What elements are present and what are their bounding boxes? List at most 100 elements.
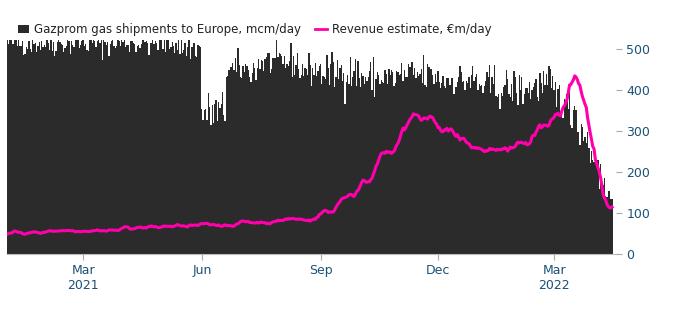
Bar bbox=[540, 82, 542, 254]
Bar bbox=[279, 53, 280, 254]
Bar bbox=[409, 67, 410, 254]
Bar bbox=[34, 44, 35, 254]
Bar bbox=[181, 38, 182, 254]
Bar bbox=[231, 68, 232, 254]
Bar bbox=[205, 109, 206, 254]
Bar bbox=[522, 104, 524, 254]
Bar bbox=[124, 37, 125, 254]
Bar bbox=[357, 61, 358, 254]
Bar bbox=[129, 52, 130, 254]
Bar bbox=[155, 41, 156, 254]
Bar bbox=[43, 47, 44, 254]
Bar bbox=[557, 89, 559, 254]
Bar bbox=[84, 46, 85, 254]
Bar bbox=[45, 47, 46, 254]
Bar bbox=[321, 84, 323, 254]
Bar bbox=[31, 52, 32, 254]
Bar bbox=[88, 51, 89, 254]
Bar bbox=[222, 92, 223, 254]
Bar bbox=[74, 47, 75, 254]
Bar bbox=[559, 85, 560, 254]
Bar bbox=[184, 43, 186, 254]
Bar bbox=[233, 70, 235, 254]
Bar bbox=[473, 82, 475, 254]
Bar bbox=[563, 118, 564, 254]
Bar bbox=[568, 109, 569, 254]
Bar bbox=[346, 82, 347, 254]
Bar bbox=[401, 63, 402, 254]
Bar bbox=[297, 53, 298, 254]
Bar bbox=[204, 110, 205, 254]
Bar bbox=[374, 96, 375, 254]
Bar bbox=[351, 86, 352, 254]
Bar bbox=[38, 42, 40, 254]
Bar bbox=[598, 189, 600, 254]
Bar bbox=[461, 72, 462, 254]
Bar bbox=[101, 33, 102, 254]
Bar bbox=[71, 41, 72, 254]
Bar bbox=[113, 46, 115, 254]
Bar bbox=[164, 34, 165, 254]
Bar bbox=[547, 85, 548, 254]
Bar bbox=[14, 33, 15, 254]
Bar bbox=[83, 37, 84, 254]
Bar bbox=[239, 65, 240, 254]
Bar bbox=[525, 88, 526, 254]
Bar bbox=[412, 63, 413, 254]
Bar bbox=[494, 65, 496, 254]
Bar bbox=[384, 69, 386, 254]
Bar bbox=[126, 45, 127, 254]
Bar bbox=[230, 67, 231, 254]
Bar bbox=[423, 55, 424, 254]
Bar bbox=[35, 42, 36, 254]
Bar bbox=[165, 52, 167, 254]
Bar bbox=[106, 45, 107, 254]
Bar bbox=[234, 58, 236, 254]
Bar bbox=[98, 33, 99, 254]
Bar bbox=[125, 47, 126, 254]
Bar bbox=[295, 65, 297, 254]
Bar bbox=[244, 72, 245, 254]
Bar bbox=[272, 58, 274, 254]
Bar bbox=[571, 128, 573, 254]
Bar bbox=[363, 76, 364, 254]
Bar bbox=[516, 93, 517, 254]
Bar bbox=[344, 104, 346, 254]
Bar bbox=[158, 51, 159, 254]
Bar bbox=[561, 109, 563, 254]
Bar bbox=[395, 83, 396, 254]
Bar bbox=[37, 46, 38, 254]
Bar bbox=[600, 164, 601, 254]
Bar bbox=[196, 57, 197, 254]
Bar bbox=[299, 78, 300, 254]
Bar bbox=[94, 41, 95, 254]
Bar bbox=[267, 53, 268, 254]
Bar bbox=[55, 51, 57, 254]
Bar bbox=[364, 83, 365, 254]
Bar bbox=[142, 40, 143, 254]
Bar bbox=[517, 105, 519, 254]
Bar bbox=[542, 93, 543, 254]
Bar bbox=[430, 69, 432, 254]
Bar bbox=[326, 55, 328, 254]
Bar bbox=[390, 75, 391, 254]
Bar bbox=[583, 141, 584, 254]
Bar bbox=[108, 56, 110, 254]
Bar bbox=[116, 46, 118, 254]
Bar bbox=[122, 42, 124, 254]
Bar bbox=[199, 46, 200, 254]
Bar bbox=[127, 46, 129, 254]
Bar bbox=[400, 74, 401, 254]
Bar bbox=[262, 61, 263, 254]
Bar bbox=[354, 71, 355, 254]
Bar bbox=[80, 45, 81, 254]
Bar bbox=[386, 74, 387, 254]
Bar bbox=[575, 110, 577, 254]
Bar bbox=[334, 87, 335, 254]
Bar bbox=[377, 72, 378, 254]
Bar bbox=[536, 79, 537, 254]
Bar bbox=[270, 73, 271, 254]
Bar bbox=[265, 59, 266, 254]
Bar bbox=[490, 93, 491, 254]
Bar bbox=[524, 94, 525, 254]
